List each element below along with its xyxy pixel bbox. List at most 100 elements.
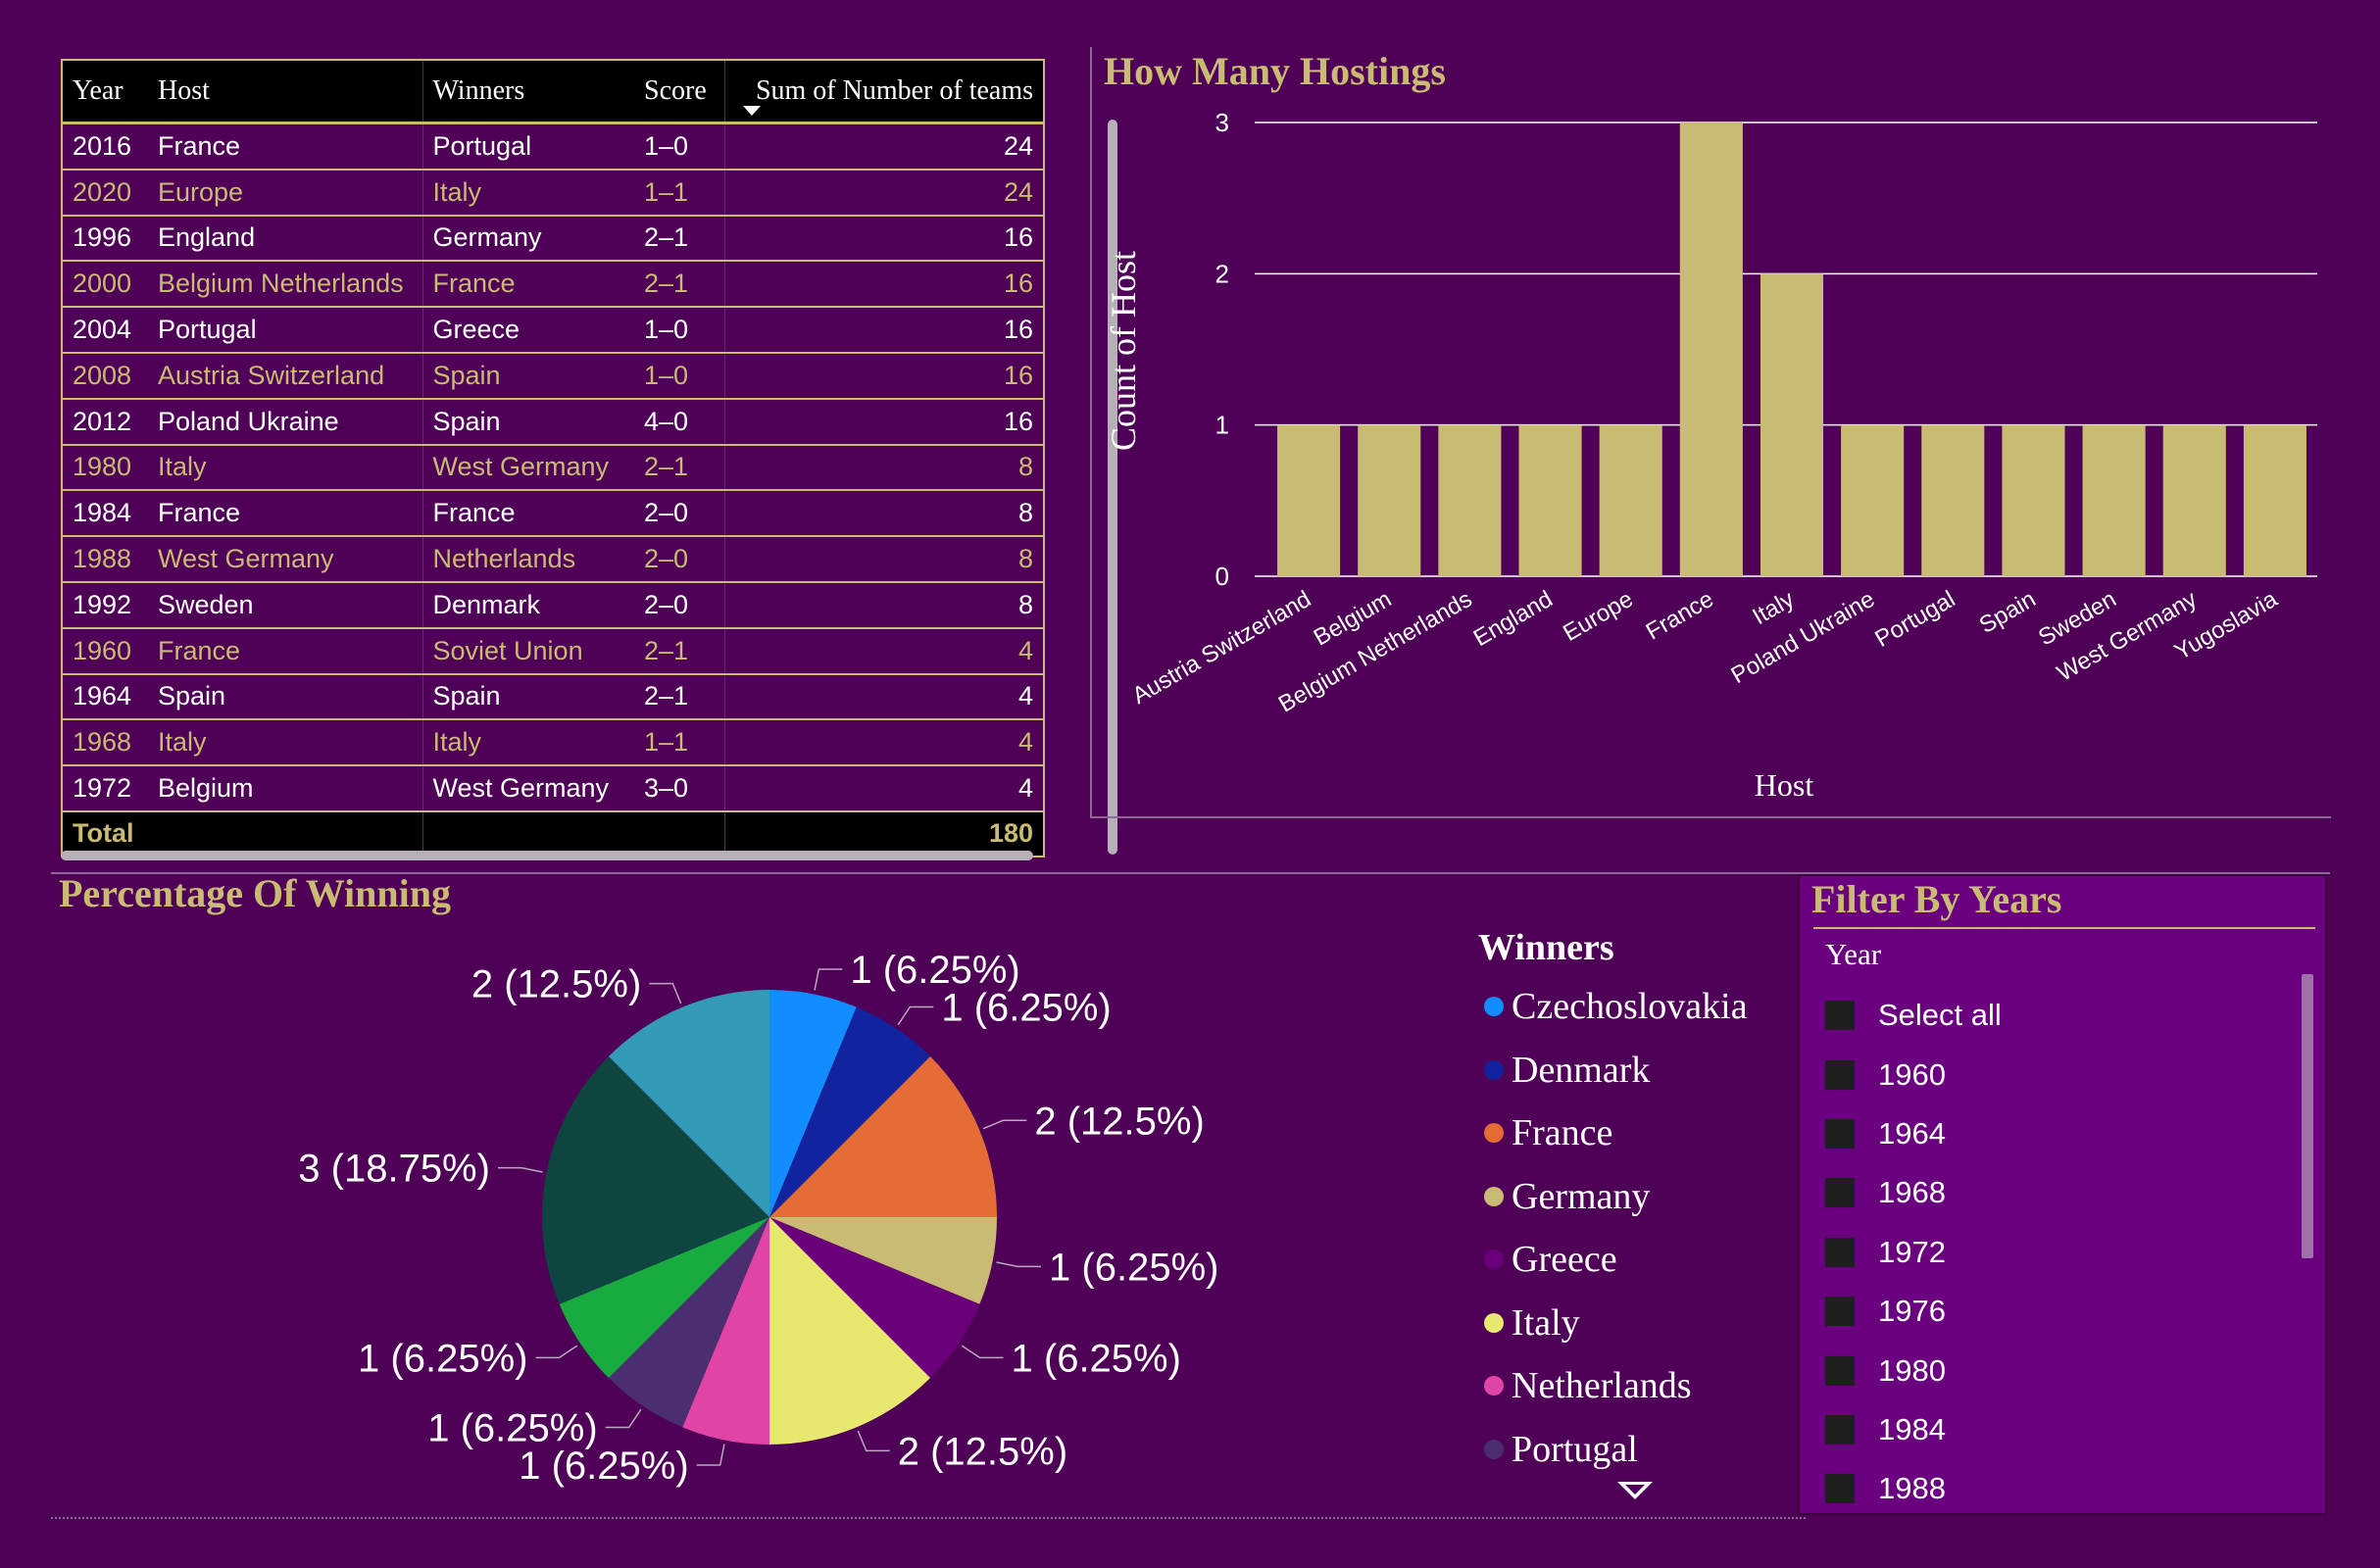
table-row[interactable]: 1980 Italy West Germany 2–1 8 <box>62 444 1044 492</box>
bar[interactable] <box>1760 273 1824 576</box>
cell-host: Italy <box>148 444 423 492</box>
pie-slice[interactable] <box>608 1217 769 1428</box>
table-row[interactable]: 1988 West Germany Netherlands 2–0 8 <box>62 536 1044 583</box>
x-tick-label: Europe <box>1559 586 1638 647</box>
table-row[interactable]: 1960 France Soviet Union 2–1 4 <box>62 627 1044 675</box>
checkbox-icon[interactable] <box>1825 1001 1855 1031</box>
filter-option[interactable]: 1964 <box>1825 1104 2286 1163</box>
table-row[interactable]: 1984 France France 2–0 8 <box>62 490 1044 538</box>
filter-select-all[interactable]: Select all <box>1825 986 2286 1045</box>
bar[interactable] <box>1438 424 1502 576</box>
cell-score: 4–0 <box>634 398 725 446</box>
pie-slice[interactable] <box>769 1217 931 1445</box>
column-header-number-of-teams[interactable]: Sum of Number of teams <box>724 60 1044 124</box>
pie-slice[interactable] <box>542 1055 769 1304</box>
table-row[interactable]: 2008 Austria Switzerland Spain 1–0 16 <box>62 352 1044 400</box>
column-header-host[interactable]: Host <box>148 60 423 124</box>
pie-slice[interactable] <box>682 1217 769 1445</box>
filter-option[interactable]: 1984 <box>1825 1400 2286 1459</box>
table-row[interactable]: 2016 France Portugal 1–0 24 <box>62 122 1044 171</box>
pie-slice[interactable] <box>769 1055 997 1217</box>
sort-descending-icon[interactable] <box>742 106 761 116</box>
pie-data-label: 1 (6.25%) <box>1012 1337 1181 1380</box>
bar[interactable] <box>1358 424 1421 576</box>
checkbox-icon[interactable] <box>1825 1414 1855 1445</box>
x-tick-label: Poland Ukraine <box>1727 586 1880 689</box>
cell-teams: 16 <box>724 307 1044 354</box>
legend-item[interactable]: Greece <box>1478 1228 1772 1292</box>
checkbox-icon[interactable] <box>1825 1474 1855 1504</box>
table-row[interactable]: 2012 Poland Ukraine Spain 4–0 16 <box>62 398 1044 446</box>
cell-score: 2–0 <box>634 490 725 538</box>
table-row[interactable]: 2004 Portugal Greece 1–0 16 <box>62 307 1044 354</box>
cell-winner: Italy <box>422 169 634 217</box>
legend-color-dot <box>1484 1186 1504 1206</box>
bar[interactable] <box>1518 424 1582 576</box>
pie-slice[interactable] <box>608 990 769 1217</box>
bar[interactable] <box>2243 424 2306 576</box>
legend-scroll-down-icon[interactable] <box>1617 1482 1653 1499</box>
cell-score: 1–1 <box>634 169 725 217</box>
bar[interactable] <box>1921 424 1985 576</box>
bar[interactable] <box>1599 424 1662 576</box>
pie-slice[interactable] <box>769 1217 980 1379</box>
table-row[interactable]: 1996 England Germany 2–1 16 <box>62 215 1044 263</box>
pie-slice[interactable] <box>769 1217 997 1304</box>
legend-color-dot <box>1484 1059 1504 1080</box>
checkbox-icon[interactable] <box>1825 1355 1855 1386</box>
filter-option[interactable]: 1976 <box>1825 1282 2286 1341</box>
filter-option[interactable]: 1988 <box>1825 1459 2286 1518</box>
checkbox-icon[interactable] <box>1825 1297 1855 1327</box>
bar[interactable] <box>1277 424 1341 576</box>
legend-label: Portugal <box>1512 1428 1638 1470</box>
column-header-year[interactable]: Year <box>62 60 148 124</box>
filter-option-label: 1988 <box>1878 1471 1946 1506</box>
pie-slice[interactable] <box>559 1217 769 1379</box>
legend-item[interactable]: Portugal <box>1478 1418 1772 1482</box>
table-row[interactable]: 1964 Spain Spain 2–1 4 <box>62 673 1044 721</box>
column-header-winners[interactable]: Winners <box>422 60 634 124</box>
bar[interactable] <box>2002 424 2065 576</box>
table-row[interactable]: 1968 Italy Italy 1–1 4 <box>62 719 1044 767</box>
checkbox-icon[interactable] <box>1825 1237 1855 1267</box>
legend-item[interactable]: Germany <box>1478 1165 1772 1229</box>
cell-score: 2–1 <box>634 444 725 492</box>
bar[interactable] <box>2162 424 2226 576</box>
pie-slice[interactable] <box>769 1006 931 1217</box>
legend-item[interactable]: Denmark <box>1478 1039 1772 1102</box>
x-tick-label: Spain <box>1975 586 2041 639</box>
checkbox-icon[interactable] <box>1825 1059 1855 1090</box>
filter-option[interactable]: 1980 <box>1825 1341 2286 1399</box>
cell-winner: Spain <box>422 352 634 400</box>
cell-score: 1–0 <box>634 122 725 171</box>
filter-scrollbar[interactable] <box>2302 974 2313 1258</box>
year-filter-slicer: Filter By Years Year Select all 1960 1964 1… <box>1798 874 2327 1515</box>
legend-item[interactable]: Czechoslovakia <box>1478 975 1772 1039</box>
checkbox-icon[interactable] <box>1825 1118 1855 1149</box>
filter-option[interactable]: 1968 <box>1825 1163 2286 1222</box>
table-horizontal-scrollbar[interactable] <box>61 851 1033 860</box>
table-row[interactable]: 2020 Europe Italy 1–1 24 <box>62 169 1044 217</box>
filter-option[interactable]: 1960 <box>1825 1045 2286 1103</box>
table-vertical-scrollbar[interactable] <box>1108 120 1117 855</box>
pie-slice[interactable] <box>769 990 857 1217</box>
bar[interactable] <box>1679 122 1743 576</box>
filter-option[interactable]: 1972 <box>1825 1223 2286 1282</box>
cell-year: 1972 <box>62 765 148 812</box>
bar-chart-panel: How Many Hostings 0 1 2 3 Count of Host Host Au… <box>1090 47 2331 818</box>
bar[interactable] <box>1841 424 1905 576</box>
legend-item[interactable]: Netherlands <box>1478 1354 1772 1418</box>
total-label: Total <box>62 810 423 857</box>
column-header-score[interactable]: Score <box>634 60 725 124</box>
checkbox-icon[interactable] <box>1825 1178 1855 1208</box>
legend-item[interactable]: Italy <box>1478 1292 1772 1355</box>
table-row[interactable]: 1992 Sweden Denmark 2–0 8 <box>62 581 1044 629</box>
cell-year: 1960 <box>62 627 148 675</box>
cell-host: Austria Switzerland <box>148 352 423 400</box>
legend-item[interactable]: France <box>1478 1102 1772 1165</box>
bar[interactable] <box>2082 424 2146 576</box>
cell-winner: France <box>422 490 634 538</box>
table-row[interactable]: 2000 Belgium Netherlands France 2–1 16 <box>62 261 1044 309</box>
table-row[interactable]: 1972 Belgium West Germany 3–0 4 <box>62 765 1044 812</box>
cell-score: 1–0 <box>634 352 725 400</box>
